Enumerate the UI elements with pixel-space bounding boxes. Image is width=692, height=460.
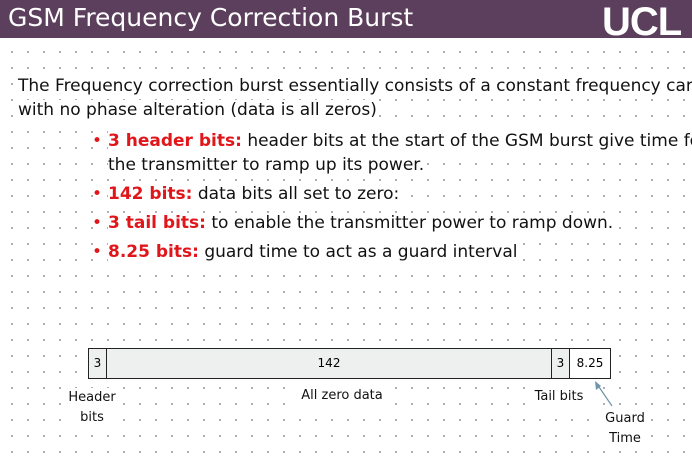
bullet-text: header bits at the start of the GSM burs…	[247, 131, 692, 151]
bullet-text: the transmitter to ramp up its power.	[108, 155, 425, 175]
slide-title: GSM Frequency Correction Burst	[8, 3, 414, 32]
bullet: 8.25 bits: guard time to act as a guard …	[108, 242, 518, 262]
caption: Tail bits	[528, 387, 590, 407]
bullet-text: data bits all set to zero:	[197, 184, 400, 204]
intro-line: The Frequency correction burst essential…	[18, 76, 692, 96]
bullet: 3 header bits: header bits at the start …	[108, 131, 692, 151]
bullet-dot: •	[92, 184, 103, 204]
arrow	[596, 383, 613, 407]
bullet-text: to enable the transmitter power to ramp …	[211, 213, 614, 233]
bullet-text: guard time to act as a guard interval	[204, 242, 518, 262]
bullet: 3 tail bits: to enable the transmitter p…	[108, 213, 614, 233]
caption: Guard Time	[600, 409, 650, 449]
bullet-dot: •	[92, 131, 103, 151]
logo: UCL	[602, 0, 682, 44]
bullet-label: 3 header bits:	[108, 131, 242, 151]
bullet-label: 3 tail bits:	[108, 213, 206, 233]
burst-diagram: 3 142 3 8.25	[88, 348, 611, 379]
burst-field: 142	[107, 349, 552, 378]
bullet: 142 bits: data bits all set to zero:	[108, 184, 400, 204]
intro-line: with no phase alteration (data is all ze…	[18, 100, 377, 120]
bullet-dot: •	[92, 213, 103, 233]
bullet-label: 8.25 bits:	[108, 242, 199, 262]
burst-field: 8.25	[570, 349, 610, 378]
burst-field: 3	[552, 349, 570, 378]
bullet-label: 142 bits:	[108, 184, 193, 204]
bullet-dot: •	[92, 242, 103, 262]
caption: Header bits	[62, 388, 122, 428]
arrow-head	[595, 381, 601, 390]
caption: All zero data	[292, 386, 392, 406]
burst-field: 3	[89, 349, 107, 378]
title-bar	[0, 0, 692, 38]
